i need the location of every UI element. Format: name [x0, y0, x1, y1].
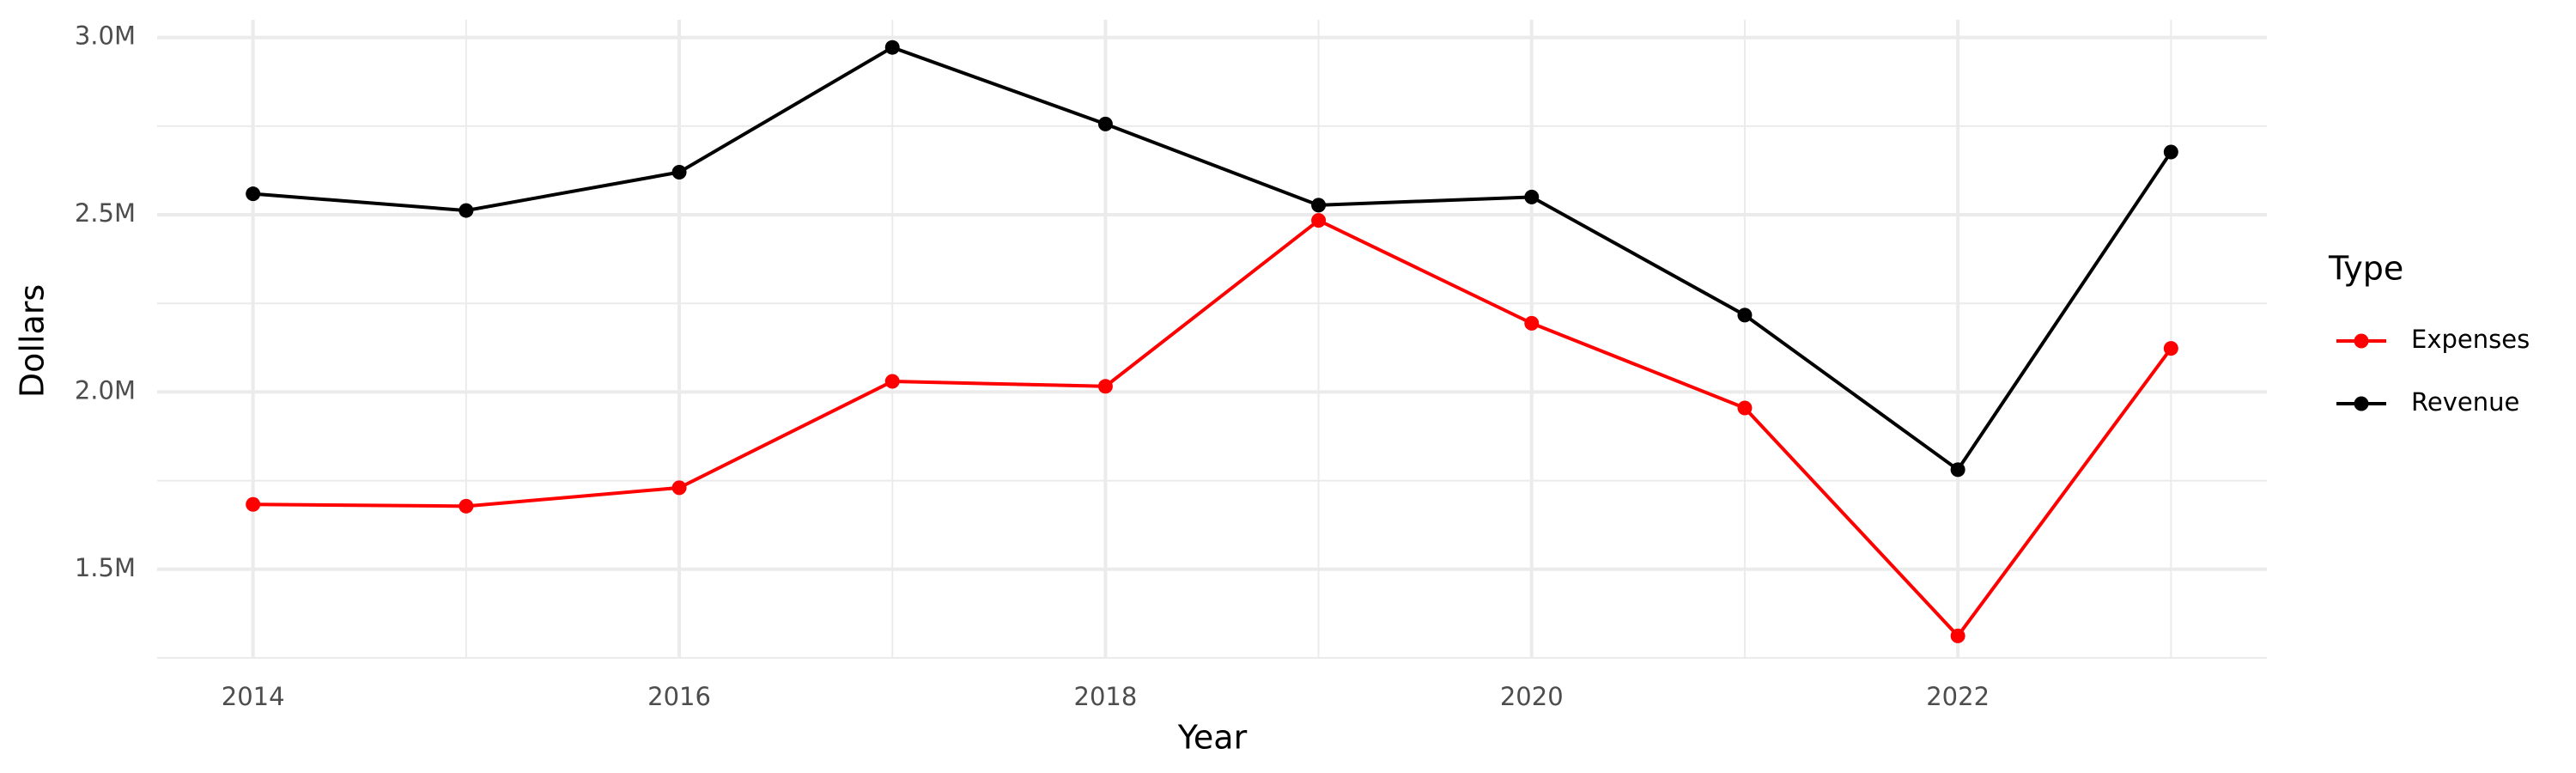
data-point: [884, 374, 900, 389]
data-point: [1737, 307, 1753, 323]
x-tick-label: 2014: [222, 682, 285, 711]
y-axis-title: Dollars: [14, 284, 52, 398]
data-point: [459, 498, 474, 514]
y-tick-label: 1.5M: [75, 553, 136, 582]
legend-key-point: [2354, 396, 2369, 411]
data-point: [1097, 379, 1113, 394]
data-point: [1737, 400, 1753, 416]
marks: [246, 40, 2178, 643]
legend-label: Expenses: [2411, 325, 2530, 354]
data-point: [1950, 462, 1965, 478]
series-line: [252, 45, 2172, 472]
data-point: [2163, 341, 2178, 356]
legend-label: Revenue: [2411, 387, 2519, 417]
x-axis-title: Year: [1177, 719, 1248, 757]
data-point: [671, 480, 687, 496]
data-point: [1311, 198, 1327, 213]
x-tick-label: 2016: [647, 682, 711, 711]
data-point: [1950, 628, 1965, 643]
data-point: [1097, 116, 1113, 131]
x-tick-label: 2018: [1074, 682, 1138, 711]
y-tick-label: 3.0M: [75, 21, 136, 51]
data-point: [884, 40, 900, 55]
data-point: [1311, 213, 1327, 228]
data-point: [1524, 189, 1540, 204]
y-tick-label: 2.5M: [75, 198, 136, 228]
legend-title: Type: [2328, 250, 2403, 288]
x-tick-label: 2022: [1926, 682, 1990, 711]
x-tick-label: 2020: [1500, 682, 1564, 711]
data-point: [246, 186, 261, 202]
data-point: [1524, 315, 1540, 331]
y-tick-label: 2.0M: [75, 375, 136, 405]
legend-key-point: [2354, 333, 2369, 349]
data-point: [671, 164, 687, 180]
data-point: [2163, 144, 2178, 160]
data-point: [459, 203, 474, 218]
series-line: [252, 218, 2172, 639]
grid: [157, 20, 2267, 659]
data-point: [246, 496, 261, 512]
